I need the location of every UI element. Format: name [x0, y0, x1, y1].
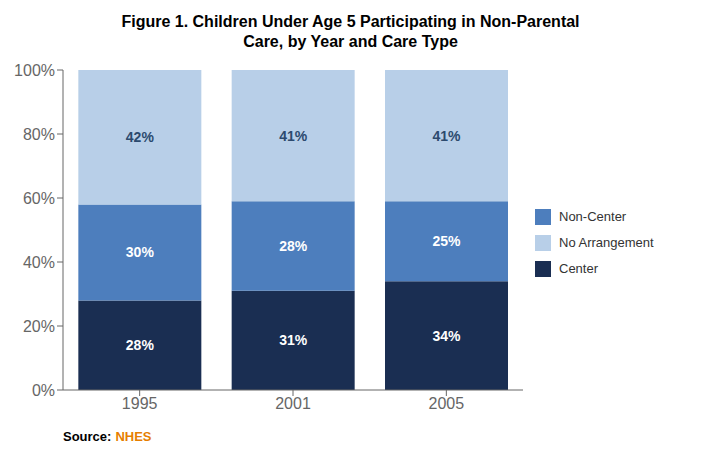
svg-text:100%: 100% [14, 62, 55, 79]
svg-text:20%: 20% [23, 318, 55, 335]
svg-text:28%: 28% [279, 238, 308, 254]
svg-text:2005: 2005 [429, 395, 465, 412]
svg-text:34%: 34% [432, 328, 461, 344]
svg-text:41%: 41% [279, 128, 308, 144]
svg-text:1995: 1995 [122, 395, 158, 412]
svg-text:40%: 40% [23, 254, 55, 271]
svg-text:28%: 28% [126, 337, 155, 353]
svg-text:41%: 41% [432, 128, 461, 144]
html-text:Figure 1. Children Under Age 5: Figure 1. Children Under Age 5 Participa… [121, 13, 580, 30]
html-text:Non-Center: Non-Center [559, 209, 627, 224]
svg-text:30%: 30% [126, 244, 155, 260]
svg-text:0%: 0% [32, 382, 55, 399]
html-text:Center: Center [559, 261, 598, 276]
svg-text:60%: 60% [23, 190, 55, 207]
html-text:No Arrangement: No Arrangement [559, 235, 654, 250]
svg-text:25%: 25% [432, 233, 461, 249]
html-text:Care, by Year and Care Type: Care, by Year and Care Type [243, 33, 458, 50]
html-text:Source: NHES: Source: NHES [63, 429, 152, 444]
svg-text:42%: 42% [126, 129, 155, 145]
svg-text:31%: 31% [279, 332, 308, 348]
svg-text:80%: 80% [23, 126, 55, 143]
svg-text:2001: 2001 [275, 395, 311, 412]
